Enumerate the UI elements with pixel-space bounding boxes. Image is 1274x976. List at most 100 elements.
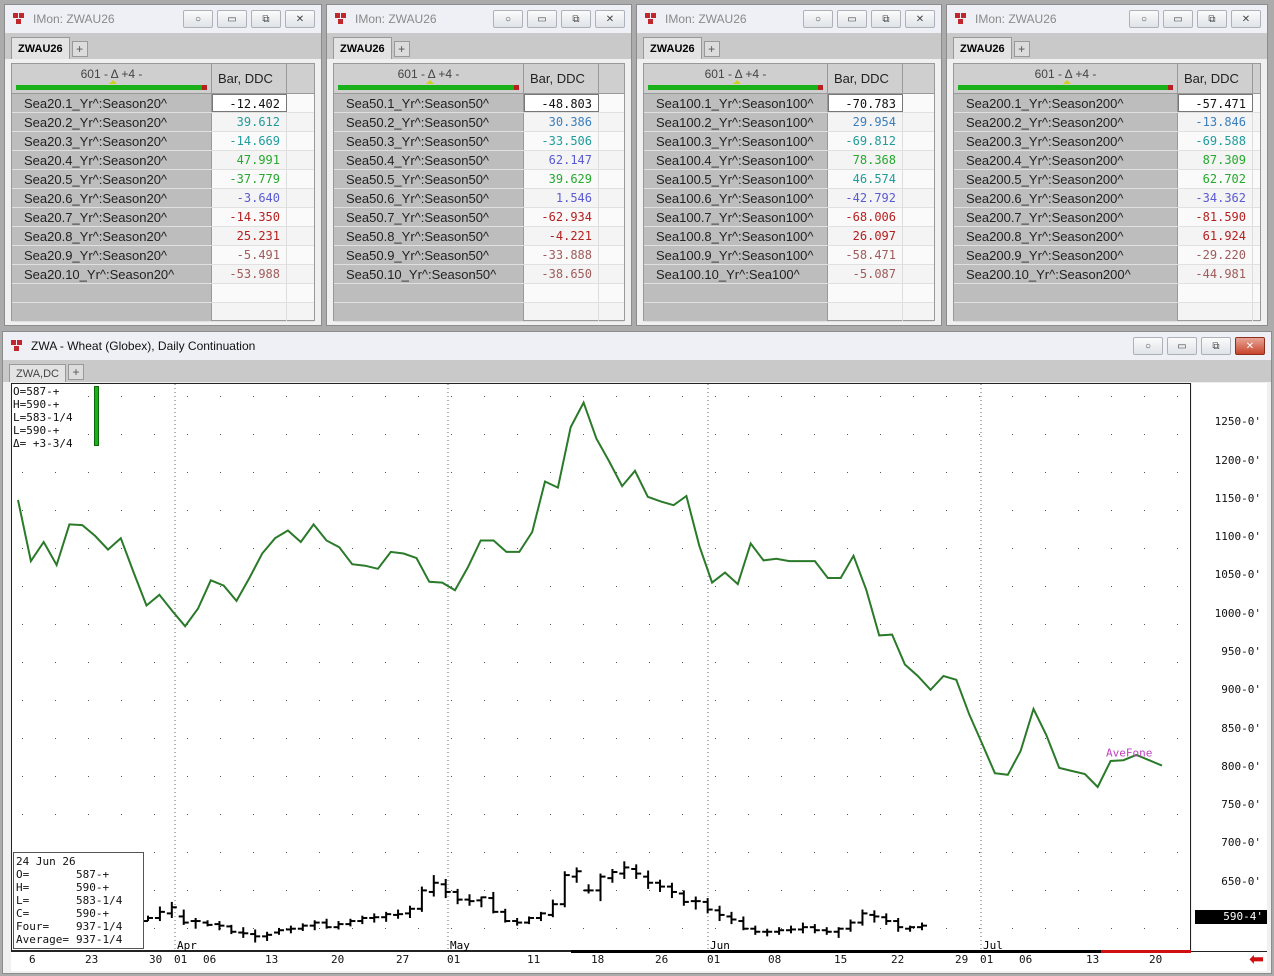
grid-header-column[interactable]: Bar, DDC (1178, 64, 1253, 93)
row-value[interactable]: -34.362 (1178, 189, 1253, 207)
row-value[interactable]: -14.669 (212, 132, 287, 150)
minimize-button[interactable]: ▭ (1167, 337, 1197, 355)
row-value[interactable]: 61.924 (1178, 227, 1253, 245)
row-value[interactable]: 62.147 (524, 151, 599, 169)
minimize-button[interactable]: ▭ (217, 10, 247, 28)
table-row[interactable]: Sea100.7_Yr^:Season100^ -68.006 (644, 208, 934, 227)
table-row[interactable]: Sea200.3_Yr^:Season200^ -69.588 (954, 132, 1260, 151)
chart-titlebar[interactable]: ZWA - Wheat (Globex), Daily Continuation… (3, 332, 1271, 360)
table-row[interactable]: Sea20.10_Yr^:Season20^ -53.988 (12, 265, 314, 284)
row-value[interactable]: -57.471 (1178, 94, 1253, 112)
table-row[interactable]: Sea200.2_Yr^:Season200^ -13.846 (954, 113, 1260, 132)
row-value[interactable]: -69.588 (1178, 132, 1253, 150)
grid-header-column[interactable]: Bar, DDC (828, 64, 903, 93)
row-value[interactable]: 62.702 (1178, 170, 1253, 188)
table-row[interactable]: Sea50.7_Yr^:Season50^ -62.934 (334, 208, 624, 227)
row-value[interactable]: -5.087 (828, 265, 903, 283)
table-row[interactable]: Sea50.3_Yr^:Season50^ -33.506 (334, 132, 624, 151)
row-value[interactable]: 47.991 (212, 151, 287, 169)
add-tab-button[interactable]: + (67, 364, 84, 380)
row-value[interactable]: -58.471 (828, 246, 903, 264)
row-value[interactable]: -12.402 (212, 94, 287, 112)
row-value[interactable]: 26.097 (828, 227, 903, 245)
row-value[interactable]: -53.988 (212, 265, 287, 283)
table-row[interactable]: Sea50.6_Yr^:Season50^ 1.546 (334, 189, 624, 208)
table-row[interactable]: Sea20.2_Yr^:Season20^ 39.612 (12, 113, 314, 132)
add-tab-button[interactable]: + (393, 41, 410, 57)
row-value[interactable]: -69.812 (828, 132, 903, 150)
row-value[interactable]: -5.491 (212, 246, 287, 264)
maximize-button[interactable]: ⧉ (1197, 10, 1227, 28)
maximize-button[interactable]: ⧉ (251, 10, 281, 28)
maximize-button[interactable]: ⧉ (561, 10, 591, 28)
table-row[interactable]: Sea200.10_Yr^:Season200^ -44.981 (954, 265, 1260, 284)
row-value[interactable]: 29.954 (828, 113, 903, 131)
circle-icon[interactable]: ○ (493, 10, 523, 28)
date-axis[interactable]: 6 23 30 01 06 13 20 27 01 11 18 26 01 08 15 22 29 01 06 13 2… (11, 950, 1267, 971)
row-value[interactable]: -33.888 (524, 246, 599, 264)
maximize-button[interactable]: ⧉ (871, 10, 901, 28)
row-value[interactable]: -42.792 (828, 189, 903, 207)
tab-zwau26[interactable]: ZWAU26 (333, 37, 392, 59)
grid-header-symbol[interactable]: 601 - Δ +4 - (12, 64, 212, 93)
row-value[interactable]: -44.981 (1178, 265, 1253, 283)
minimize-button[interactable]: ▭ (837, 10, 867, 28)
row-value[interactable]: 25.231 (212, 227, 287, 245)
table-row[interactable]: Sea200.8_Yr^:Season200^ 61.924 (954, 227, 1260, 246)
table-row[interactable]: Sea200.1_Yr^:Season200^ -57.471 (954, 94, 1260, 113)
row-value[interactable]: 39.629 (524, 170, 599, 188)
table-row[interactable]: Sea100.10_Yr^:Sea100^ -5.087 (644, 265, 934, 284)
chart-plot-area[interactable]: AveFone Apr May Jun Jul O=587-+ H=590-+ L=583-… (11, 383, 1191, 952)
grid-header-symbol[interactable]: 601 - Δ +4 - (644, 64, 828, 93)
table-row[interactable]: Sea100.3_Yr^:Season100^ -69.812 (644, 132, 934, 151)
close-button[interactable]: ✕ (1235, 337, 1265, 355)
table-row[interactable]: Sea200.7_Yr^:Season200^ -81.590 (954, 208, 1260, 227)
table-row[interactable]: Sea100.9_Yr^:Season100^ -58.471 (644, 246, 934, 265)
table-row[interactable]: Sea20.9_Yr^:Season20^ -5.491 (12, 246, 314, 265)
row-value[interactable]: 78.368 (828, 151, 903, 169)
table-row[interactable]: Sea100.6_Yr^:Season100^ -42.792 (644, 189, 934, 208)
add-tab-button[interactable]: + (703, 41, 720, 57)
table-row[interactable]: Sea20.6_Yr^:Season20^ -3.640 (12, 189, 314, 208)
close-button[interactable]: ✕ (285, 10, 315, 28)
table-row[interactable]: Sea20.5_Yr^:Season20^ -37.779 (12, 170, 314, 189)
table-row[interactable]: Sea20.1_Yr^:Season20^ -12.402 (12, 94, 314, 113)
grid-header-column[interactable]: Bar, DDC (212, 64, 287, 93)
row-value[interactable]: -29.220 (1178, 246, 1253, 264)
monitor-titlebar[interactable]: IMon: ZWAU26 ○ ▭ ⧉ ✕ (947, 5, 1267, 33)
tab-zwau26[interactable]: ZWAU26 (11, 37, 70, 59)
price-axis[interactable]: 1250-0' 1200-0' 1150-0' 1100-0' 1050-0' 1000-… (1192, 383, 1267, 951)
monitor-titlebar[interactable]: IMon: ZWAU26 ○ ▭ ⧉ ✕ (327, 5, 631, 33)
monitor-titlebar[interactable]: IMon: ZWAU26 ○ ▭ ⧉ ✕ (637, 5, 941, 33)
table-row[interactable]: Sea200.9_Yr^:Season200^ -29.220 (954, 246, 1260, 265)
minimize-button[interactable]: ▭ (1163, 10, 1193, 28)
table-row[interactable]: Sea50.4_Yr^:Season50^ 62.147 (334, 151, 624, 170)
add-tab-button[interactable]: + (1013, 41, 1030, 57)
close-button[interactable]: ✕ (905, 10, 935, 28)
table-row[interactable]: Sea50.2_Yr^:Season50^ 30.386 (334, 113, 624, 132)
row-value[interactable]: -37.779 (212, 170, 287, 188)
maximize-button[interactable]: ⧉ (1201, 337, 1231, 355)
table-row[interactable]: Sea100.2_Yr^:Season100^ 29.954 (644, 113, 934, 132)
table-row[interactable]: Sea50.10_Yr^:Season50^ -38.650 (334, 265, 624, 284)
table-row[interactable]: Sea50.9_Yr^:Season50^ -33.888 (334, 246, 624, 265)
circle-icon[interactable]: ○ (183, 10, 213, 28)
tab-zwau26[interactable]: ZWAU26 (953, 37, 1012, 59)
table-row[interactable]: Sea20.3_Yr^:Season20^ -14.669 (12, 132, 314, 151)
table-row[interactable]: Sea200.5_Yr^:Season200^ 62.702 (954, 170, 1260, 189)
table-row[interactable]: Sea100.8_Yr^:Season100^ 26.097 (644, 227, 934, 246)
row-value[interactable]: -4.221 (524, 227, 599, 245)
row-value[interactable]: -3.640 (212, 189, 287, 207)
row-value[interactable]: 87.309 (1178, 151, 1253, 169)
row-value[interactable]: 46.574 (828, 170, 903, 188)
row-value[interactable]: -33.506 (524, 132, 599, 150)
table-row[interactable]: Sea100.5_Yr^:Season100^ 46.574 (644, 170, 934, 189)
row-value[interactable]: -81.590 (1178, 208, 1253, 226)
row-value[interactable]: -68.006 (828, 208, 903, 226)
grid-header-symbol[interactable]: 601 - Δ +4 - (954, 64, 1178, 93)
table-row[interactable]: Sea50.8_Yr^:Season50^ -4.221 (334, 227, 624, 246)
close-button[interactable]: ✕ (595, 10, 625, 28)
table-row[interactable]: Sea100.1_Yr^:Season100^ -70.783 (644, 94, 934, 113)
scroll-right-arrow-icon[interactable]: ⬅ (1249, 949, 1265, 969)
table-row[interactable]: Sea100.4_Yr^:Season100^ 78.368 (644, 151, 934, 170)
